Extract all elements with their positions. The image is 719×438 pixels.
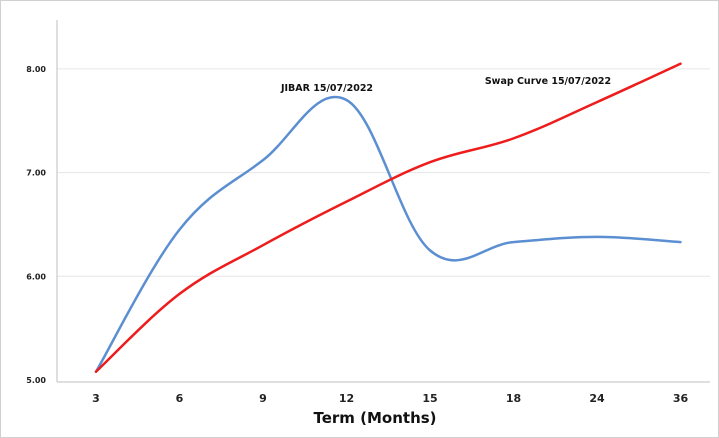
series-lines [94,62,682,373]
x-tick-labels: 3 6 9 12 15 18 24 36 [92,392,688,405]
gridlines [57,68,710,277]
x-tick-label: 24 [589,392,605,405]
jibar-series-line [94,95,682,373]
y-tick-label: 7.00 [26,169,46,178]
x-axis-title: Term (Months) [313,409,436,427]
x-tick-label: 36 [673,392,689,405]
y-tick-label: 5.00 [26,376,46,385]
series-labels: JIBAR 15/07/2022 Swap Curve 15/07/2022 [280,76,611,94]
y-tick-label: 8.00 [26,65,46,74]
x-tick-label: 15 [422,392,437,405]
x-tick-label: 9 [259,392,267,405]
y-tick-label: 6.00 [26,272,46,281]
x-tick-label: 3 [92,392,100,405]
y-tick-labels: 5.00 6.00 7.00 8.00 [26,65,46,385]
swap-curve-series-line [94,62,682,373]
x-tick-label: 6 [176,392,184,405]
x-tick-label: 18 [506,392,521,405]
jibar-series-label: JIBAR 15/07/2022 [280,83,373,94]
swap-curve-series-label: Swap Curve 15/07/2022 [485,76,611,87]
x-tick-label: 12 [339,392,354,405]
